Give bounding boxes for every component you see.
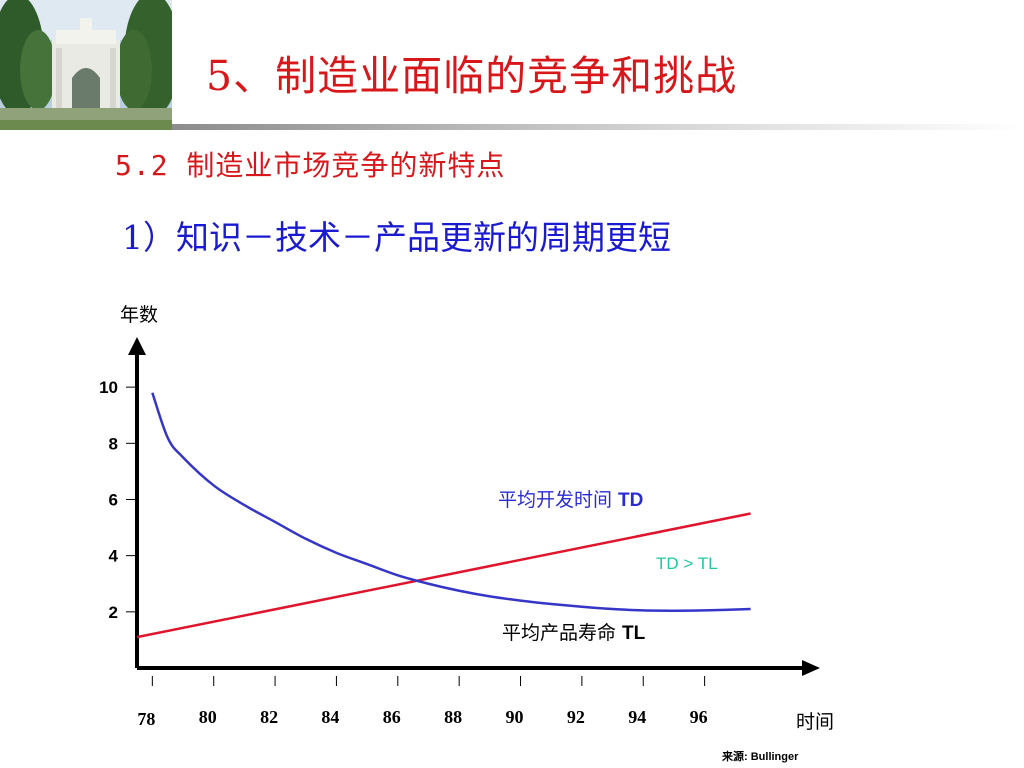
y-tick-label: 6 <box>109 490 118 509</box>
annotation-td: 平均开发时间 TD <box>498 489 643 511</box>
x-axis-label: 时间 <box>796 711 834 733</box>
x-axis-arrow <box>802 660 820 676</box>
y-tick-label: 2 <box>109 603 118 622</box>
y-tick-label: 10 <box>99 378 118 397</box>
x-tick-label: 84 <box>321 707 339 727</box>
line-chart: 2 4 6 8 10 78 80 82 84 86 88 90 92 94 96 年数 时间 平均开发时间… <box>99 304 834 763</box>
annotation-comparison: TD > TL <box>656 554 718 573</box>
x-tick-label: 86 <box>383 707 401 727</box>
x-tick-label: 80 <box>199 707 217 727</box>
slide-subtitle: 5.2 制造业市场竞争的新特点 <box>115 149 506 182</box>
source-note: 来源: Bullinger <box>721 749 799 763</box>
annotation-tl-text: 平均产品寿命 <box>502 622 622 644</box>
x-tick-label: 90 <box>506 707 524 727</box>
x-tick-label: 94 <box>628 707 646 727</box>
annotation-td-bold: TD <box>618 490 643 511</box>
x-tick-label: 92 <box>567 707 585 727</box>
annotation-tl-bold: TL <box>622 623 646 644</box>
y-axis-arrow <box>128 337 146 355</box>
annotation-td-text: 平均开发时间 <box>498 489 618 511</box>
x-tick-label: 96 <box>690 707 708 727</box>
slide-title: 5、制造业面临的竞争和挑战 <box>206 52 738 100</box>
chart-axes <box>128 337 820 676</box>
header-divider <box>172 124 1024 130</box>
campus-gate-photo <box>0 0 172 130</box>
annotation-tl: 平均产品寿命 TL <box>502 622 646 644</box>
x-ticks: 78 80 82 84 86 88 90 92 94 96 <box>137 676 708 729</box>
series-line-tl <box>151 392 751 612</box>
series-line-td <box>136 512 751 639</box>
y-tick-label: 4 <box>109 547 119 566</box>
x-tick-label: 82 <box>260 707 278 727</box>
bullet-point: 1）知识－技术－产品更新的周期更短 <box>122 218 671 257</box>
x-tick-label: 88 <box>444 707 462 727</box>
series-lines <box>136 392 751 639</box>
x-tick-label: 78 <box>137 709 155 729</box>
y-tick-label: 8 <box>109 434 118 453</box>
y-ticks: 2 4 6 8 10 <box>99 378 137 622</box>
y-axis-label: 年数 <box>120 304 158 326</box>
